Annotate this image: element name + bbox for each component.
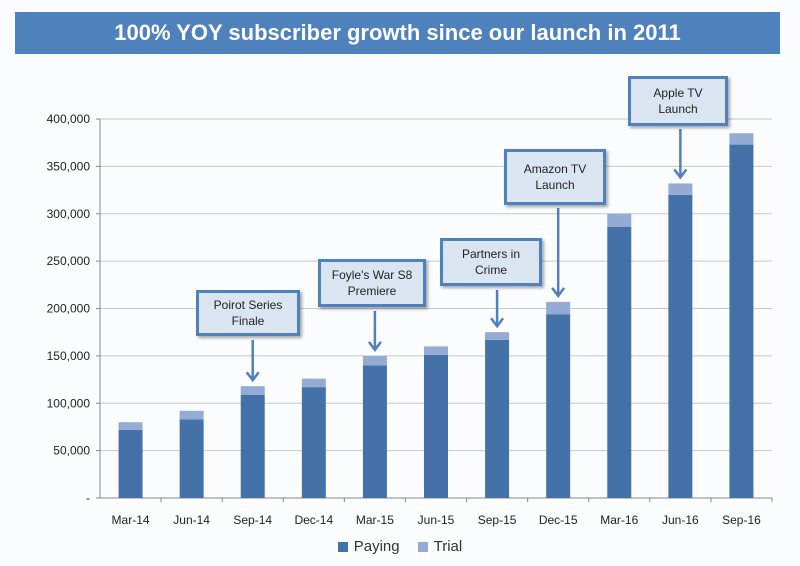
bar-trial-jun-15 <box>424 346 448 355</box>
bar-paying-dec-15 <box>546 314 571 498</box>
y-tick-label: 200,000 <box>47 302 91 316</box>
bar-paying-sep-15 <box>485 339 510 498</box>
bar-paying-jun-14 <box>179 419 204 498</box>
y-tick-label: 300,000 <box>47 207 91 221</box>
x-tick-label: Dec-14 <box>294 513 333 527</box>
legend-swatch-trial <box>417 542 428 553</box>
bar-trial-mar-16 <box>607 213 632 228</box>
x-tick-label: Mar-15 <box>356 513 394 527</box>
arrowhead-icon <box>551 287 566 298</box>
bar-trial-jun-16 <box>668 183 693 195</box>
legend: Paying Trial <box>0 538 800 555</box>
x-tick-label: Sep-16 <box>722 513 761 527</box>
x-tick-label: Dec-15 <box>539 513 578 527</box>
legend-label-trial: Trial <box>433 538 463 555</box>
y-tick-label: 100,000 <box>47 396 91 410</box>
bar-paying-sep-14 <box>240 394 265 498</box>
arrowhead-icon <box>490 317 505 329</box>
legend-label-paying: Paying <box>353 538 400 555</box>
bar-trial-jun-14 <box>179 410 204 420</box>
annotation-amazon-tv: Amazon TV Launch <box>504 149 606 205</box>
bar-trial-sep-15 <box>485 332 510 340</box>
bar-paying-jun-15 <box>424 354 448 498</box>
arrowhead-icon <box>673 168 688 180</box>
annotation-partners-in-crime: Partners in Crime <box>440 238 542 286</box>
x-tick-label: Mar-14 <box>112 513 150 527</box>
arrowhead-icon <box>245 371 260 383</box>
bar-trial-mar-15 <box>362 355 387 366</box>
y-tick-label: 350,000 <box>47 159 91 173</box>
x-tick-label: Sep-14 <box>233 513 272 527</box>
y-tick-label: 250,000 <box>47 254 91 268</box>
x-tick-label: Sep-15 <box>478 513 517 527</box>
bar-paying-sep-16 <box>729 144 754 498</box>
y-tick-label: - <box>86 491 90 505</box>
bar-paying-mar-14 <box>118 429 143 498</box>
y-tick-label: 400,000 <box>47 112 91 126</box>
bar-trial-dec-14 <box>301 378 326 388</box>
bar-paying-dec-14 <box>301 387 326 498</box>
legend-item-paying: Paying <box>337 538 400 555</box>
y-tick-label: 50,000 <box>53 444 90 458</box>
bar-trial-mar-14 <box>118 422 143 430</box>
bar-paying-mar-15 <box>362 365 387 498</box>
legend-swatch-paying <box>337 542 348 553</box>
bar-paying-jun-16 <box>668 194 693 499</box>
x-tick-label: Jun-15 <box>418 513 455 527</box>
annotation-foyles-war: Foyle's War S8 Premiere <box>318 259 426 307</box>
x-tick-label: Jun-14 <box>173 513 210 527</box>
bar-trial-sep-14 <box>240 386 265 395</box>
chart-title: 100% YOY subscriber growth since our lau… <box>15 12 780 54</box>
x-tick-label: Jun-16 <box>662 513 699 527</box>
bar-trial-dec-15 <box>546 301 571 315</box>
y-tick-label: 150,000 <box>47 349 91 363</box>
bar-paying-mar-16 <box>607 227 632 498</box>
bar-trial-sep-16 <box>729 133 754 145</box>
arrowhead-icon <box>367 341 382 352</box>
x-tick-label: Mar-16 <box>600 513 638 527</box>
legend-item-trial: Trial <box>417 538 463 555</box>
annotation-apple-tv: Apple TV Launch <box>628 76 728 126</box>
annotation-poirot: Poirot Series Finale <box>196 290 300 336</box>
